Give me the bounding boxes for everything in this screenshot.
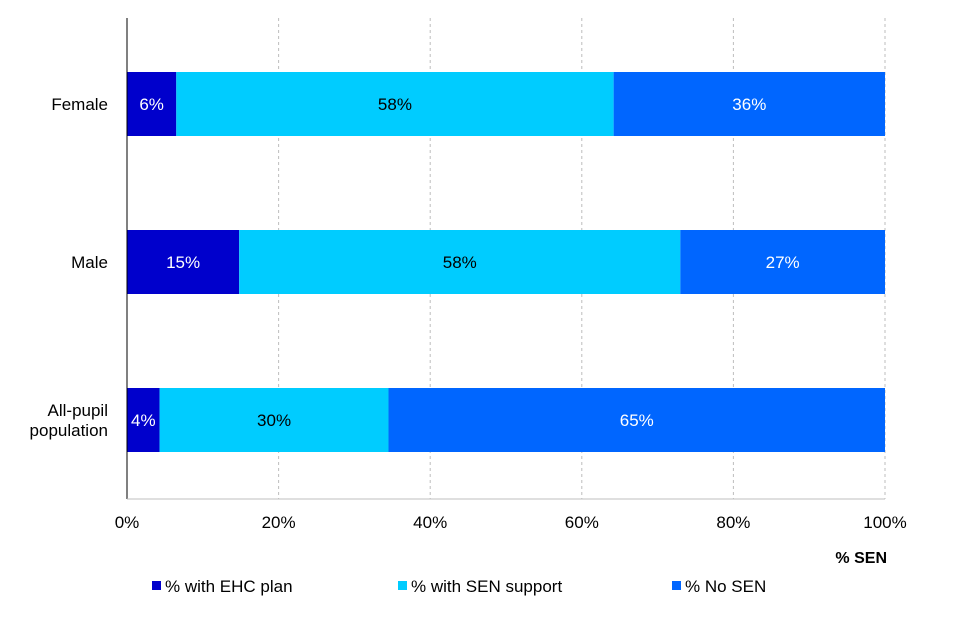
x-tick-label: 0%: [115, 513, 140, 532]
bar-2-2: [388, 388, 885, 452]
category-label-1: Male: [71, 253, 108, 272]
category-label-line: population: [30, 421, 108, 440]
bar-0-1: [176, 72, 614, 136]
category-label-line: Male: [71, 253, 108, 272]
data-label-0-1: 58%: [378, 95, 412, 114]
bar-2-0: [127, 388, 160, 452]
x-tick-label: 80%: [716, 513, 750, 532]
data-label-0-2: 36%: [732, 95, 766, 114]
data-label-1-2: 27%: [766, 253, 800, 272]
category-label-2: All-pupil population: [30, 401, 108, 440]
bar-0-2: [613, 72, 885, 136]
category-label-0: Female: [51, 95, 108, 114]
bar-1-0: [127, 230, 240, 294]
bar-2-1: [159, 388, 389, 452]
x-tick-label: 40%: [413, 513, 447, 532]
bars: 6% 58% 36% 15% 58% 27% 4% 30% 65%: [127, 72, 885, 452]
bar-1-2: [680, 230, 885, 294]
legend-label-1: % with SEN support: [411, 577, 562, 596]
legend-swatch-0: [152, 581, 161, 590]
bar-0-0: [127, 72, 177, 136]
legend-swatch-2: [672, 581, 681, 590]
bar-1-1: [239, 230, 681, 294]
data-label-2-1: 30%: [257, 411, 291, 430]
x-axis-title: % SEN: [835, 550, 887, 567]
legend: % with EHC plan % with SEN support % No SE…: [152, 577, 766, 596]
x-tick-label: 20%: [262, 513, 296, 532]
data-label-1-0: 15%: [166, 253, 200, 272]
axes: Female Male All-pupil population 0% 20% 40% 60%…: [30, 18, 907, 567]
x-tick-label: 100%: [863, 513, 906, 532]
legend-label-2: % No SEN: [685, 577, 766, 596]
legend-label-0: % with EHC plan: [165, 577, 293, 596]
x-tick-label: 60%: [565, 513, 599, 532]
data-label-1-1: 58%: [443, 253, 477, 272]
data-label-0-0: 6%: [139, 95, 164, 114]
data-label-2-2: 65%: [620, 411, 654, 430]
category-label-line: All-pupil: [48, 401, 108, 420]
data-label-2-0: 4%: [131, 411, 156, 430]
category-label-line: Female: [51, 95, 108, 114]
legend-swatch-1: [398, 581, 407, 590]
